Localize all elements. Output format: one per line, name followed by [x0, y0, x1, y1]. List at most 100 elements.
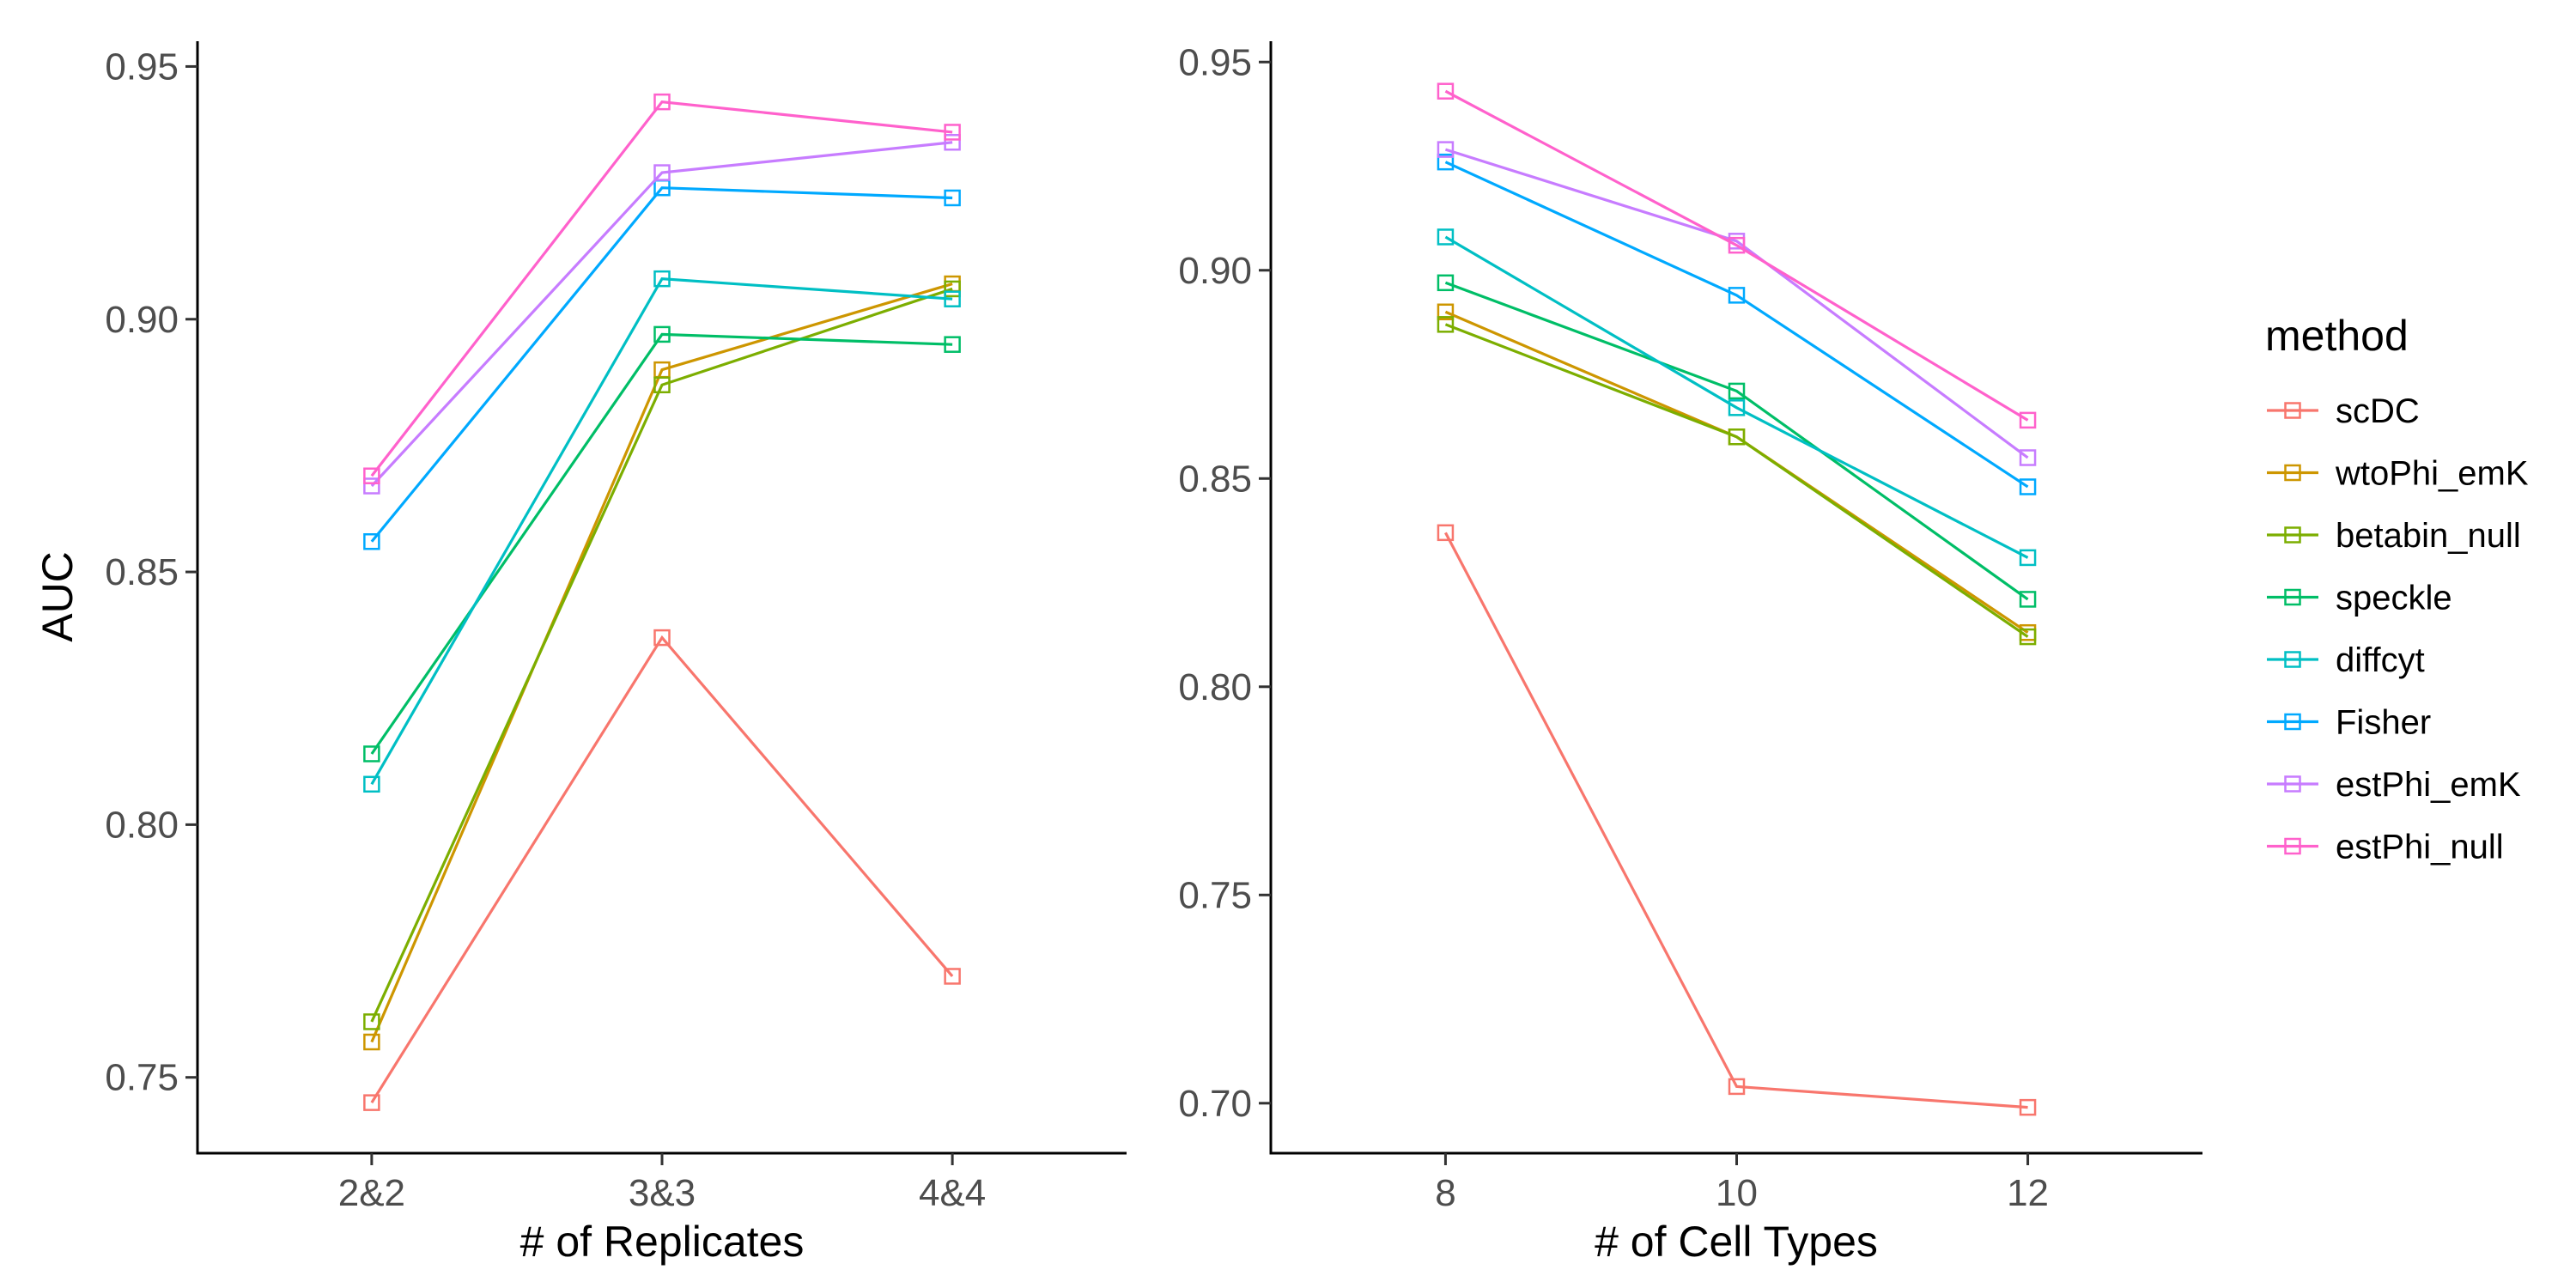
series-scdc — [1437, 524, 2037, 1116]
data-point-diffcyt — [1728, 399, 1746, 416]
right-x-axis-title: # of Cell Types — [1595, 1218, 1878, 1266]
data-point-speckle — [944, 336, 961, 353]
left-y-axis-title: AUC — [33, 551, 82, 642]
data-point-scdc — [1437, 524, 1455, 542]
data-point-fisher — [944, 189, 961, 207]
series-line-scdc — [370, 635, 954, 1103]
right-panel: 0.70 0.75 0.80 0.85 0.90 0.95 8 10 12 # of Cell… — [1178, 41, 2202, 1266]
legend-key-marker — [2284, 526, 2301, 544]
data-point-betabin-null — [363, 1013, 380, 1030]
series-line-diffcyt — [370, 276, 953, 786]
right-x-ticks: 8 10 12 — [1435, 1153, 2049, 1214]
right-series — [1437, 82, 2037, 1116]
series-betabin-null — [363, 280, 961, 1030]
data-point-fisher — [2019, 478, 2037, 495]
data-point-estphi-emk — [363, 477, 380, 495]
data-point-diffcyt — [363, 775, 380, 793]
data-point-estphi-null — [1728, 236, 1746, 254]
left-x-ticks: 2&2 3&3 4&4 — [338, 1153, 986, 1214]
x-tick-label: 12 — [2007, 1172, 2049, 1214]
legend: method scDC wtoPhi_emK betabin_nullspeckle… — [2265, 312, 2529, 866]
legend-key-marker — [2284, 464, 2301, 482]
y-tick-label: 0.85 — [105, 551, 179, 593]
series-line-diffcyt — [1444, 235, 2029, 559]
legend-label: estPhi_emK — [2336, 766, 2521, 804]
legend-key-marker — [2284, 775, 2301, 793]
left-panel: 0.75 0.80 0.85 0.90 0.95 2&2 3&3 4&4 # of Repl… — [33, 41, 1127, 1266]
data-point-diffcyt — [653, 270, 671, 288]
data-point-estphi-emk — [944, 133, 961, 151]
series-fisher — [363, 179, 961, 550]
data-point-scdc — [2019, 1098, 2037, 1116]
series-estphi-null — [363, 93, 961, 484]
y-tick-label: 0.85 — [1178, 458, 1252, 500]
legend-key-marker — [2284, 651, 2301, 668]
legend-label: betabin_null — [2336, 517, 2521, 555]
data-point-diffcyt — [2019, 549, 2037, 567]
data-point-scdc — [653, 629, 671, 647]
legend-key-marker — [2284, 588, 2301, 606]
legend-item-speckle: speckle — [2267, 580, 2452, 617]
data-point-betabin-null — [653, 376, 671, 394]
legend-label: Fisher — [2336, 704, 2431, 742]
data-point-estphi-null — [363, 467, 380, 484]
data-point-diffcyt — [1437, 228, 1455, 246]
data-point-betabin-null — [1437, 316, 1455, 333]
y-tick-label: 0.95 — [1178, 41, 1252, 83]
data-point-betabin-null — [2019, 628, 2037, 646]
data-point-diffcyt — [944, 290, 961, 307]
data-point-scdc — [363, 1094, 380, 1111]
series-line-betabin-null — [1444, 323, 2029, 638]
y-tick-label: 0.80 — [1178, 666, 1252, 708]
data-point-fisher — [1437, 153, 1455, 171]
y-tick-label: 0.70 — [1178, 1083, 1252, 1125]
legend-key-marker — [2284, 713, 2301, 731]
data-point-fisher — [1728, 287, 1746, 304]
legend-title: method — [2265, 312, 2409, 360]
y-tick-label: 0.90 — [1178, 250, 1252, 292]
x-tick-label: 2&2 — [338, 1172, 405, 1214]
series-line-wtophi-emk — [370, 283, 953, 1043]
y-tick-label: 0.95 — [105, 46, 179, 88]
legend-item-estphi-null: estPhi_null — [2267, 829, 2504, 866]
left-y-ticks: 0.75 0.80 0.85 0.90 0.95 — [105, 46, 197, 1099]
legend-item-wtophi-emk: wtoPhi_emK — [2267, 455, 2529, 493]
legend-item-scdc: scDC — [2267, 392, 2420, 430]
series-line-fisher — [370, 186, 953, 543]
series-line-scdc — [1444, 532, 2028, 1109]
data-point-scdc — [1728, 1078, 1746, 1096]
legend-item-diffcyt: diffcyt — [2267, 641, 2425, 679]
series-line-fisher — [1444, 161, 2029, 489]
left-series — [363, 93, 961, 1111]
series-diffcyt — [1437, 228, 2037, 567]
data-point-scdc — [944, 968, 961, 985]
y-tick-label: 0.75 — [1178, 874, 1252, 916]
series-line-speckle — [1444, 281, 2029, 601]
left-x-axis-title: # of Replicates — [520, 1218, 805, 1266]
data-point-speckle — [363, 745, 380, 762]
data-point-betabin-null — [944, 280, 961, 298]
legend-label: diffcyt — [2336, 641, 2425, 679]
x-tick-label: 3&3 — [629, 1172, 696, 1214]
data-point-estphi-null — [2019, 411, 2037, 429]
series-diffcyt — [363, 270, 961, 793]
data-point-estphi-null — [1437, 82, 1455, 100]
series-estphi-null — [1437, 82, 2037, 429]
data-point-speckle — [1437, 274, 1455, 292]
series-fisher — [1437, 153, 2037, 495]
y-tick-label: 0.75 — [105, 1057, 179, 1099]
legend-label: scDC — [2336, 392, 2420, 430]
data-point-speckle — [2019, 591, 2037, 608]
x-tick-label: 10 — [1716, 1172, 1758, 1214]
x-tick-label: 4&4 — [919, 1172, 986, 1214]
legend-item-fisher: Fisher — [2267, 704, 2431, 742]
series-line-estphi-emk — [1444, 148, 2029, 459]
x-tick-label: 8 — [1435, 1172, 1455, 1214]
series-betabin-null — [1437, 316, 2037, 646]
y-tick-label: 0.90 — [105, 299, 179, 341]
right-y-ticks: 0.70 0.75 0.80 0.85 0.90 0.95 — [1178, 41, 1271, 1125]
series-line-betabin-null — [370, 287, 953, 1023]
y-tick-label: 0.80 — [105, 804, 179, 846]
data-point-speckle — [653, 325, 671, 343]
